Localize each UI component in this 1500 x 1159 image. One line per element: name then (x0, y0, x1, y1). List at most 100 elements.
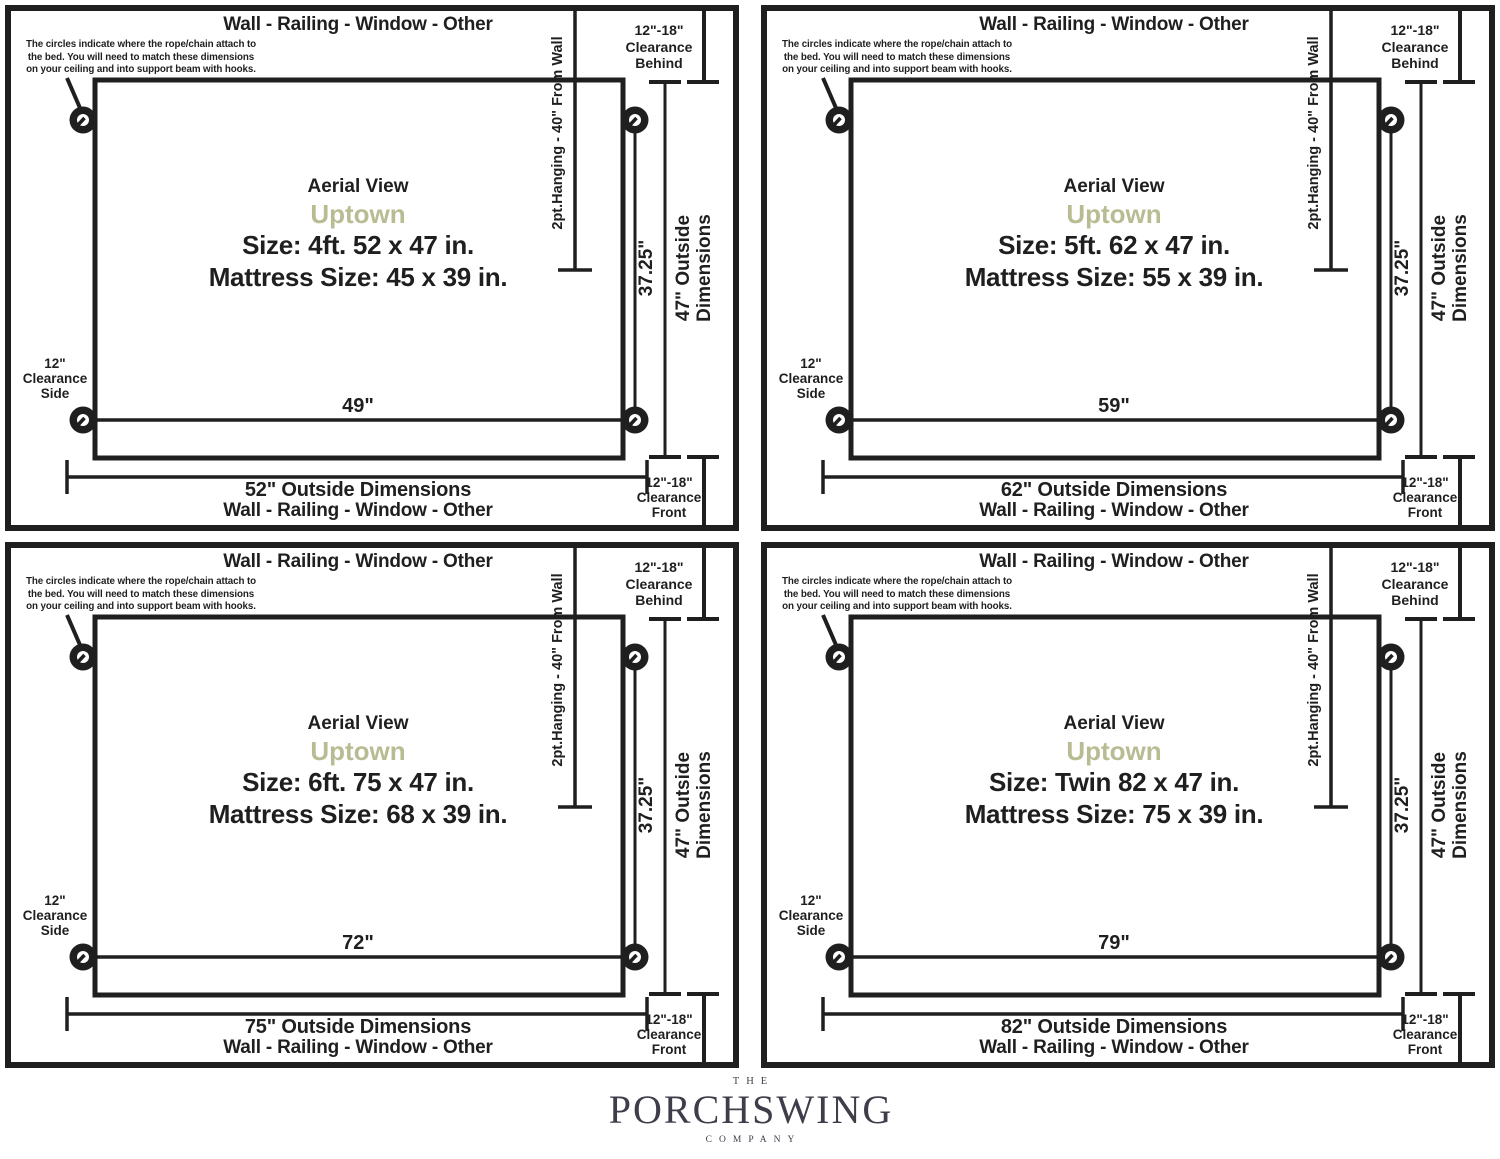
attachment-point-icon (621, 643, 649, 671)
attachment-point-icon (1377, 643, 1405, 671)
model-name: Uptown (1066, 199, 1162, 229)
clearance-front-label: 12"-18" Clearance Front (1392, 475, 1458, 520)
hook-span-label: 59" (1098, 395, 1130, 417)
hook-span-label: 72" (342, 932, 374, 954)
attachment-point-icon (69, 106, 97, 134)
model-name: Uptown (1066, 736, 1162, 766)
company-logo: THE PORCHSWING COMPANY (0, 1076, 1500, 1145)
wall-label-bottom: Wall - Railing - Window - Other (979, 1037, 1249, 1058)
note-pointer-line (821, 614, 838, 646)
hang-depth-label: 37.25" (1392, 239, 1413, 297)
hang-depth-label: 37.25" (1392, 776, 1413, 834)
wall-label-top: Wall - Railing - Window - Other (223, 551, 493, 572)
bed-outline (92, 77, 626, 461)
outside-depth-label: 47" Outside Dimensions (673, 751, 715, 859)
outside-width-label: 52" Outside Dimensions (244, 479, 472, 501)
size-label: Size: 6ft. 75 x 47 in. (242, 767, 474, 797)
room-border (5, 542, 739, 1068)
wall-label-top: Wall - Railing - Window - Other (979, 14, 1249, 35)
clearance-front-label: 12"-18" Clearance Front (636, 1012, 702, 1057)
wall-label-bottom: Wall - Railing - Window - Other (223, 1037, 493, 1058)
panel-twin: Wall - Railing - Window - Other The circ… (761, 542, 1495, 1068)
outside-depth-label: 47" Outside Dimensions (1429, 751, 1471, 859)
mattress-size-label: Mattress Size: 75 x 39 in. (964, 799, 1264, 829)
bed-info-block: Aerial View Uptown Size: Twin 82 x 47 in… (849, 712, 1379, 831)
aerial-view-label: Aerial View (1063, 713, 1165, 734)
attachment-note: The circles indicate where the rope/chai… (25, 576, 257, 613)
aerial-view-label: Aerial View (307, 713, 409, 734)
logo-name: PORCHSWING (608, 1087, 894, 1132)
mattress-size-label: Mattress Size: 68 x 39 in. (208, 799, 508, 829)
outside-depth-label: 47" Outside Dimensions (673, 214, 715, 322)
panel-linework (761, 5, 1495, 531)
panel-linework (5, 542, 739, 1068)
hang-depth-label: 37.25" (636, 239, 657, 297)
size-label: Size: 4ft. 52 x 47 in. (242, 230, 474, 260)
note-pointer-line (821, 77, 838, 109)
room-border (761, 542, 1495, 1068)
attachment-point-icon (1377, 943, 1405, 971)
mattress-size-label: Mattress Size: 45 x 39 in. (208, 262, 508, 292)
outside-width-label: 75" Outside Dimensions (244, 1016, 472, 1038)
bed-info-block: Aerial View Uptown Size: 4ft. 52 x 47 in… (93, 175, 623, 294)
bed-info-block: Aerial View Uptown Size: 6ft. 75 x 47 in… (93, 712, 623, 831)
attachment-point-icon (1377, 406, 1405, 434)
attachment-point-icon (825, 406, 853, 434)
hang-depth-label: 37.25" (636, 776, 657, 834)
mattress-size-label: Mattress Size: 55 x 39 in. (964, 262, 1264, 292)
clearance-front-label: 12"-18" Clearance Front (636, 475, 702, 520)
attachment-point-icon (621, 406, 649, 434)
hook-span-label: 49" (342, 395, 374, 417)
attachment-note: The circles indicate where the rope/chai… (25, 39, 257, 76)
size-label: Size: 5ft. 62 x 47 in. (998, 230, 1230, 260)
attachment-point-icon (69, 406, 97, 434)
attachment-note: The circles indicate where the rope/chai… (781, 576, 1013, 613)
bed-info-block: Aerial View Uptown Size: 5ft. 62 x 47 in… (849, 175, 1379, 294)
room-border (5, 5, 739, 531)
panel-linework (761, 542, 1495, 1068)
note-pointer-line (65, 614, 82, 646)
clearance-behind-label: 12"-18" Clearance Behind (625, 559, 693, 608)
room-border (761, 5, 1495, 531)
attachment-note: The circles indicate where the rope/chai… (781, 39, 1013, 76)
attachment-point-icon (69, 943, 97, 971)
clearance-front-label: 12"-18" Clearance Front (1392, 1012, 1458, 1057)
clearance-side-label: 12" Clearance Side (778, 356, 844, 401)
outside-width-label: 62" Outside Dimensions (1000, 479, 1228, 501)
attachment-point-icon (825, 943, 853, 971)
panel-5ft: Wall - Railing - Window - Other The circ… (761, 5, 1495, 531)
wall-label-bottom: Wall - Railing - Window - Other (979, 500, 1249, 521)
clearance-behind-label: 12"-18" Clearance Behind (1381, 559, 1449, 608)
bed-outline (848, 614, 1382, 998)
wall-label-top: Wall - Railing - Window - Other (979, 551, 1249, 572)
logo-company: COMPANY (705, 1135, 802, 1145)
hook-span-label: 79" (1098, 932, 1130, 954)
attachment-point-icon (1377, 106, 1405, 134)
panel-6ft: Wall - Railing - Window - Other The circ… (5, 542, 739, 1068)
note-pointer-line (65, 77, 82, 109)
outside-depth-label: 47" Outside Dimensions (1429, 214, 1471, 322)
attachment-point-icon (825, 106, 853, 134)
clearance-behind-label: 12"-18" Clearance Behind (625, 22, 693, 71)
bed-outline (848, 77, 1382, 461)
attachment-point-icon (69, 643, 97, 671)
clearance-side-label: 12" Clearance Side (778, 893, 844, 938)
wall-label-top: Wall - Railing - Window - Other (223, 14, 493, 35)
model-name: Uptown (310, 199, 406, 229)
bed-outline (92, 614, 626, 998)
size-label: Size: Twin 82 x 47 in. (988, 767, 1240, 797)
panel-linework (5, 5, 739, 531)
aerial-view-label: Aerial View (307, 176, 409, 197)
panel-4ft: Wall - Railing - Window - Other The circ… (5, 5, 739, 531)
outside-width-label: 82" Outside Dimensions (1000, 1016, 1228, 1038)
logo-the: THE (732, 1076, 775, 1087)
attachment-point-icon (825, 643, 853, 671)
clearance-behind-label: 12"-18" Clearance Behind (1381, 22, 1449, 71)
clearance-side-label: 12" Clearance Side (22, 893, 88, 938)
attachment-point-icon (621, 943, 649, 971)
attachment-point-icon (621, 106, 649, 134)
clearance-side-label: 12" Clearance Side (22, 356, 88, 401)
aerial-view-label: Aerial View (1063, 176, 1165, 197)
wall-label-bottom: Wall - Railing - Window - Other (223, 500, 493, 521)
